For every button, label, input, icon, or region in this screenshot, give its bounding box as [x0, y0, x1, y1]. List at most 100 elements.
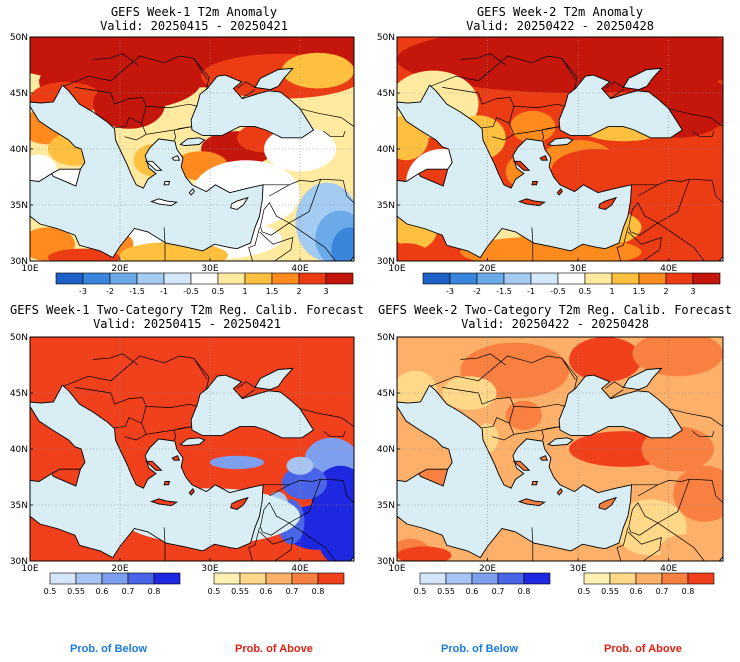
- lat-label: 45N: [377, 89, 395, 99]
- colorbar-tick: -1.5: [496, 287, 512, 296]
- colorbar-tick: 0.55: [67, 587, 85, 596]
- lat-label: 35N: [10, 501, 28, 511]
- lon-label: 30E: [570, 264, 587, 274]
- title-text: GEFS Week-2 Two-Category T2m Reg. Calib.…: [377, 303, 732, 317]
- colorbar-tick: 1.5: [266, 287, 279, 296]
- title-text: GEFS Week-1 Two-Category T2m Reg. Calib.…: [9, 303, 364, 317]
- colorbar-tick: -1: [160, 287, 168, 296]
- prob-below-colorbar-right: 0.5 0.55 0.6 0.7 0.8: [414, 572, 551, 596]
- colorbar-tick: -3: [79, 287, 87, 296]
- valid-text: Valid: 20250422 - 20250428: [466, 19, 654, 33]
- lon-label: 40E: [660, 564, 677, 574]
- title-text: GEFS Week-1 T2m Anomaly: [110, 5, 278, 19]
- lat-label: 45N: [377, 389, 395, 399]
- colorbar-tick: 0.5: [44, 587, 57, 596]
- lat-label: 50N: [10, 33, 28, 43]
- colorbar-tick: 0.8: [312, 587, 325, 596]
- lat-label: 40N: [10, 145, 28, 155]
- colorbar-tick: 3: [690, 287, 695, 296]
- lon-label: 30E: [570, 564, 587, 574]
- colorbar-tick: 0.5: [578, 587, 591, 596]
- colorbar-tick: -1: [527, 287, 535, 296]
- colorbar-tick: 0.5: [414, 587, 427, 596]
- colorbar-tick: 0.5: [208, 587, 221, 596]
- lon-label: 30E: [201, 564, 218, 574]
- panel-title-week2-anomaly: GEFS Week-2 T2m Anomaly Valid: 20250422 …: [400, 5, 720, 33]
- lon-label: 20E: [479, 564, 496, 574]
- prob-below-colorbar-left: 0.5 0.55 0.6 0.7 0.8: [44, 572, 181, 596]
- colorbar-tick: 3: [323, 287, 328, 296]
- prob-above-label-right: Prob. of Above: [604, 643, 682, 655]
- colorbar-tick: -3: [446, 287, 454, 296]
- lat-label: 50N: [377, 333, 395, 343]
- panel-title-week1-probability: GEFS Week-1 Two-Category T2m Reg. Calib.…: [4, 303, 370, 331]
- lat-label: 40N: [377, 145, 395, 155]
- colorbar-tick: 0.6: [466, 587, 479, 596]
- colorbar-tick: 0.6: [260, 587, 273, 596]
- colorbar-tick: -2: [106, 287, 114, 296]
- colorbar-tick: -1.5: [129, 287, 145, 296]
- prob-below-label-left: Prob. of Below: [70, 643, 147, 655]
- colorbar-tick: -0.5: [183, 287, 199, 296]
- prob-above-label-left: Prob. of Above: [235, 643, 313, 655]
- lat-label: 30N: [377, 257, 395, 267]
- colorbar-tick: 2: [296, 287, 301, 296]
- colorbar-tick: -2: [473, 287, 481, 296]
- colorbar-tick: 1: [242, 287, 247, 296]
- prob-above-colorbar-right: 0.5 0.55 0.6 0.7 0.8: [578, 572, 715, 596]
- prob-above-colorbar-left: 0.5 0.55 0.6 0.7 0.8: [208, 572, 345, 596]
- colorbar-tick: 0.55: [231, 587, 249, 596]
- colorbar-tick: 0.7: [122, 587, 135, 596]
- lon-label: 40E: [291, 264, 308, 274]
- lat-label: 35N: [377, 201, 395, 211]
- lon-label: 40E: [291, 564, 308, 574]
- lat-label: 30N: [10, 257, 28, 267]
- lon-label: 20E: [479, 264, 496, 274]
- lat-label: 50N: [10, 333, 28, 343]
- lat-label: 35N: [377, 501, 395, 511]
- colorbar-tick: 0.7: [286, 587, 299, 596]
- colorbar-tick: -0.5: [550, 287, 566, 296]
- lat-label: 40N: [377, 445, 395, 455]
- anomaly-colorbar-left: -3 -2 -1.5 -1 -0.5 0.5 1 1.5 2 3: [55, 272, 354, 296]
- lat-label: 30N: [377, 557, 395, 567]
- lon-label: 40E: [660, 264, 677, 274]
- lat-label: 30N: [10, 557, 28, 567]
- colorbar-tick: 0.55: [437, 587, 455, 596]
- lon-label: 30E: [201, 264, 218, 274]
- valid-text: Valid: 20250415 - 20250421: [93, 317, 281, 331]
- lon-label: 10E: [388, 564, 405, 574]
- colorbar-tick: 0.5: [212, 287, 225, 296]
- lat-label: 45N: [10, 89, 28, 99]
- anomaly-colorbar-right: -3 -2 -1.5 -1 -0.5 0.5 1 1.5 2 3: [422, 272, 721, 296]
- colorbar-tick: 1: [609, 287, 614, 296]
- lat-label: 50N: [377, 33, 395, 43]
- lon-label: 10E: [388, 264, 405, 274]
- lat-label: 40N: [10, 445, 28, 455]
- panel-title-week2-probability: GEFS Week-2 Two-Category T2m Reg. Calib.…: [372, 303, 738, 331]
- colorbar-tick: 0.6: [96, 587, 109, 596]
- lat-label: 35N: [10, 201, 28, 211]
- lon-label: 10E: [21, 264, 38, 274]
- lon-label: 20E: [111, 264, 128, 274]
- colorbar-tick: 0.8: [518, 587, 531, 596]
- colorbar-tick: 0.7: [656, 587, 669, 596]
- valid-text: Valid: 20250415 - 20250421: [100, 19, 288, 33]
- lat-label: 45N: [10, 389, 28, 399]
- colorbar-tick: 2: [663, 287, 668, 296]
- lon-label: 10E: [21, 564, 38, 574]
- panel-title-week1-anomaly: GEFS Week-1 T2m Anomaly Valid: 20250415 …: [34, 5, 354, 33]
- colorbar-tick: 0.8: [682, 587, 695, 596]
- colorbar-tick: 0.8: [148, 587, 161, 596]
- colorbar-tick: 0.7: [492, 587, 505, 596]
- lon-label: 20E: [111, 564, 128, 574]
- prob-below-label-right: Prob. of Below: [441, 643, 518, 655]
- colorbar-tick: 1.5: [633, 287, 646, 296]
- colorbar-tick: 0.6: [630, 587, 643, 596]
- colorbar-tick: 0.5: [579, 287, 592, 296]
